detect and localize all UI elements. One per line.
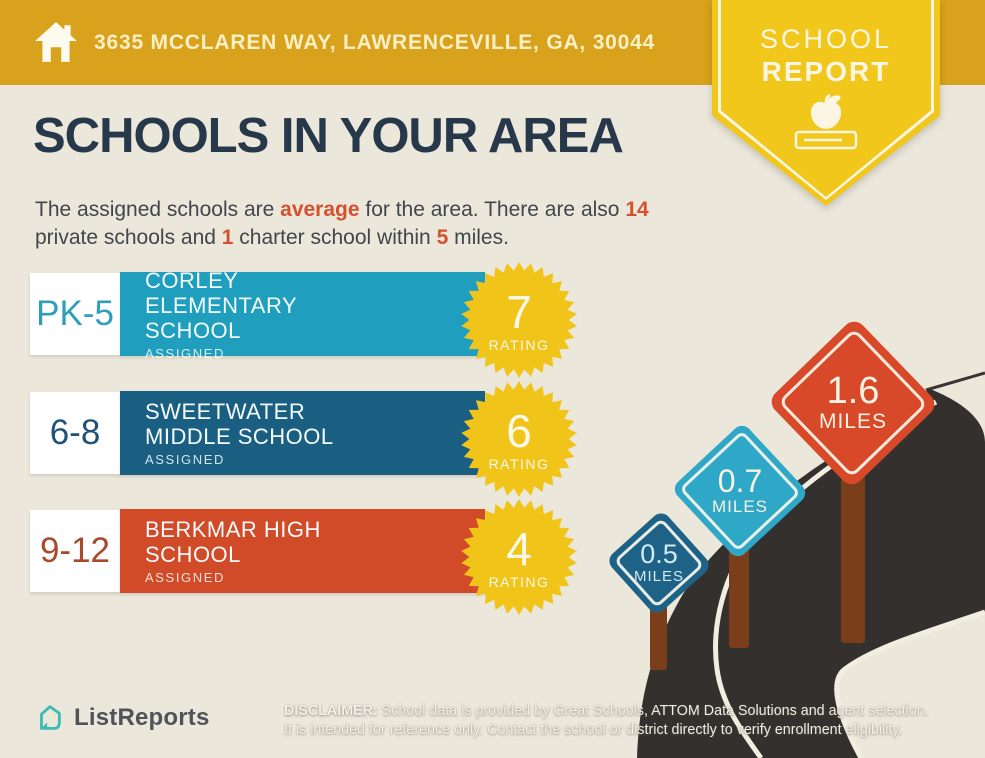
rating-label: RATING [488, 455, 550, 472]
school-row-elementary: PK-5 CORLEY ELEMENTARY SCHOOL ASSIGNED 7… [30, 261, 590, 379]
distance-value: 0.7 [717, 463, 763, 499]
listreports-logo: ListReports [33, 702, 210, 734]
disclaimer-text: DISCLAIMER: School data is provided by G… [284, 703, 929, 738]
starburst-icon [461, 261, 577, 379]
starburst-icon [461, 380, 577, 498]
grade-range-badge: PK-5 [30, 273, 120, 355]
distance-value: 0.5 [640, 539, 678, 569]
badge-title-line1: SCHOOL [759, 24, 893, 54]
school-name: CORLEY ELEMENTARY SCHOOL [145, 267, 297, 343]
school-row-middle: 6-8 SWEETWATER MIDDLE SCHOOL ASSIGNED 6 … [30, 380, 590, 498]
rating-value: 7 [506, 285, 532, 338]
grade-range-badge: 9-12 [30, 510, 120, 592]
assigned-label: ASSIGNED [145, 570, 225, 585]
rating-value: 4 [506, 522, 532, 575]
school-report-badge: SCHOOL REPORT [712, 0, 940, 206]
distance-unit: MILES [711, 497, 769, 516]
sign-post [729, 538, 749, 648]
distance-unit: MILES [633, 568, 684, 585]
property-address: 3635 MCCLAREN WAY, LAWRENCEVILLE, GA, 30… [94, 30, 656, 54]
distance-sign-0-7-miles: 0.7 MILES [670, 421, 810, 561]
grade-range-badge: 6-8 [30, 392, 120, 474]
distance-value: 1.6 [826, 370, 880, 412]
apple-on-book-icon [794, 93, 858, 150]
distance-unit: MILES [818, 410, 888, 433]
school-name: SWEETWATER MIDDLE SCHOOL [145, 399, 334, 449]
subtitle-text: The assigned schools are average for the… [35, 198, 649, 249]
school-bar: SWEETWATER MIDDLE SCHOOL ASSIGNED [120, 391, 485, 475]
badge-title-line2: REPORT [761, 56, 891, 87]
school-name: BERKMAR HIGH SCHOOL [145, 517, 321, 567]
rating-value: 6 [506, 404, 532, 457]
disclaimer-label: DISCLAIMER: [284, 703, 378, 719]
rating-starburst: 4 RATING [460, 498, 578, 616]
rating-starburst: 6 RATING [460, 380, 578, 498]
brand-name: ListReports [74, 704, 210, 731]
school-bar: CORLEY ELEMENTARY SCHOOL ASSIGNED [120, 268, 485, 361]
rating-label: RATING [488, 573, 550, 590]
listreports-icon [40, 705, 61, 730]
road-surface [637, 389, 985, 758]
distance-sign-1-6-miles: 1.6 MILES [766, 316, 940, 490]
rating-starburst: 7 RATING [460, 261, 578, 379]
home-icon [35, 22, 77, 62]
sign-post [650, 598, 667, 670]
assigned-label: ASSIGNED [145, 345, 225, 361]
school-bar: BERKMAR HIGH SCHOOL ASSIGNED [120, 509, 485, 593]
assigned-label: ASSIGNED [145, 452, 225, 467]
road-edge-line [834, 609, 985, 758]
school-row-high: 9-12 BERKMAR HIGH SCHOOL ASSIGNED 4 RATI… [30, 498, 590, 616]
road-horizon-line [925, 371, 985, 392]
sign-post [841, 465, 865, 643]
rating-label: RATING [488, 336, 550, 353]
page-title: SCHOOLS IN YOUR AREA [33, 109, 624, 163]
starburst-icon [461, 498, 577, 616]
